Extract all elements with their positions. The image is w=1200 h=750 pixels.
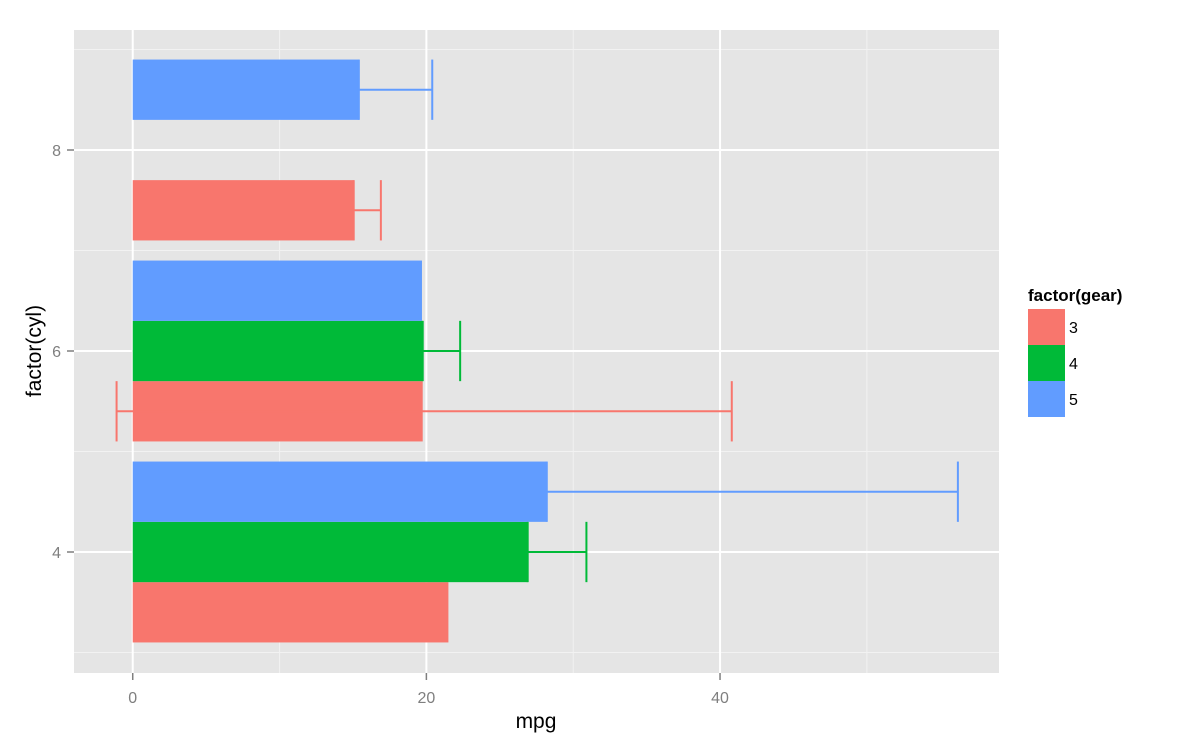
error-bars	[115, 59, 959, 583]
legend: factor(gear) 3 4 5	[1028, 286, 1122, 417]
legend-key-4	[1028, 345, 1065, 381]
bar-gear4-cyl4	[132, 521, 528, 583]
legend-label-3: 3	[1069, 320, 1078, 337]
bar-gear5-cyl4	[132, 461, 547, 522]
bar-gear3-cyl4	[132, 582, 449, 643]
x-tick-label: 20	[417, 690, 435, 707]
x-axis-title: mpg	[516, 710, 557, 733]
x-tick-label: 0	[128, 690, 137, 707]
x-tick-label: 40	[711, 690, 729, 707]
bar-gear3-cyl8	[132, 180, 354, 241]
y-axis-title: factor(cyl)	[23, 305, 46, 397]
legend-label-5: 5	[1069, 392, 1078, 409]
y-tick-label: 4	[52, 545, 61, 562]
legend-key-3	[1028, 309, 1065, 345]
y-tick-label: 8	[52, 143, 61, 160]
legend-label-4: 4	[1069, 356, 1078, 373]
bar-gear4-cyl6	[132, 320, 423, 382]
legend-key-5	[1028, 381, 1065, 417]
y-tick-label: 6	[52, 344, 61, 361]
bar-gear5-cyl8	[132, 59, 359, 120]
bars	[132, 59, 547, 643]
y-axis: 4 6 8	[52, 143, 74, 562]
x-axis: 0 20 40	[128, 673, 729, 707]
bar-gear5-cyl6	[132, 260, 422, 321]
legend-title: factor(gear)	[1028, 286, 1122, 305]
